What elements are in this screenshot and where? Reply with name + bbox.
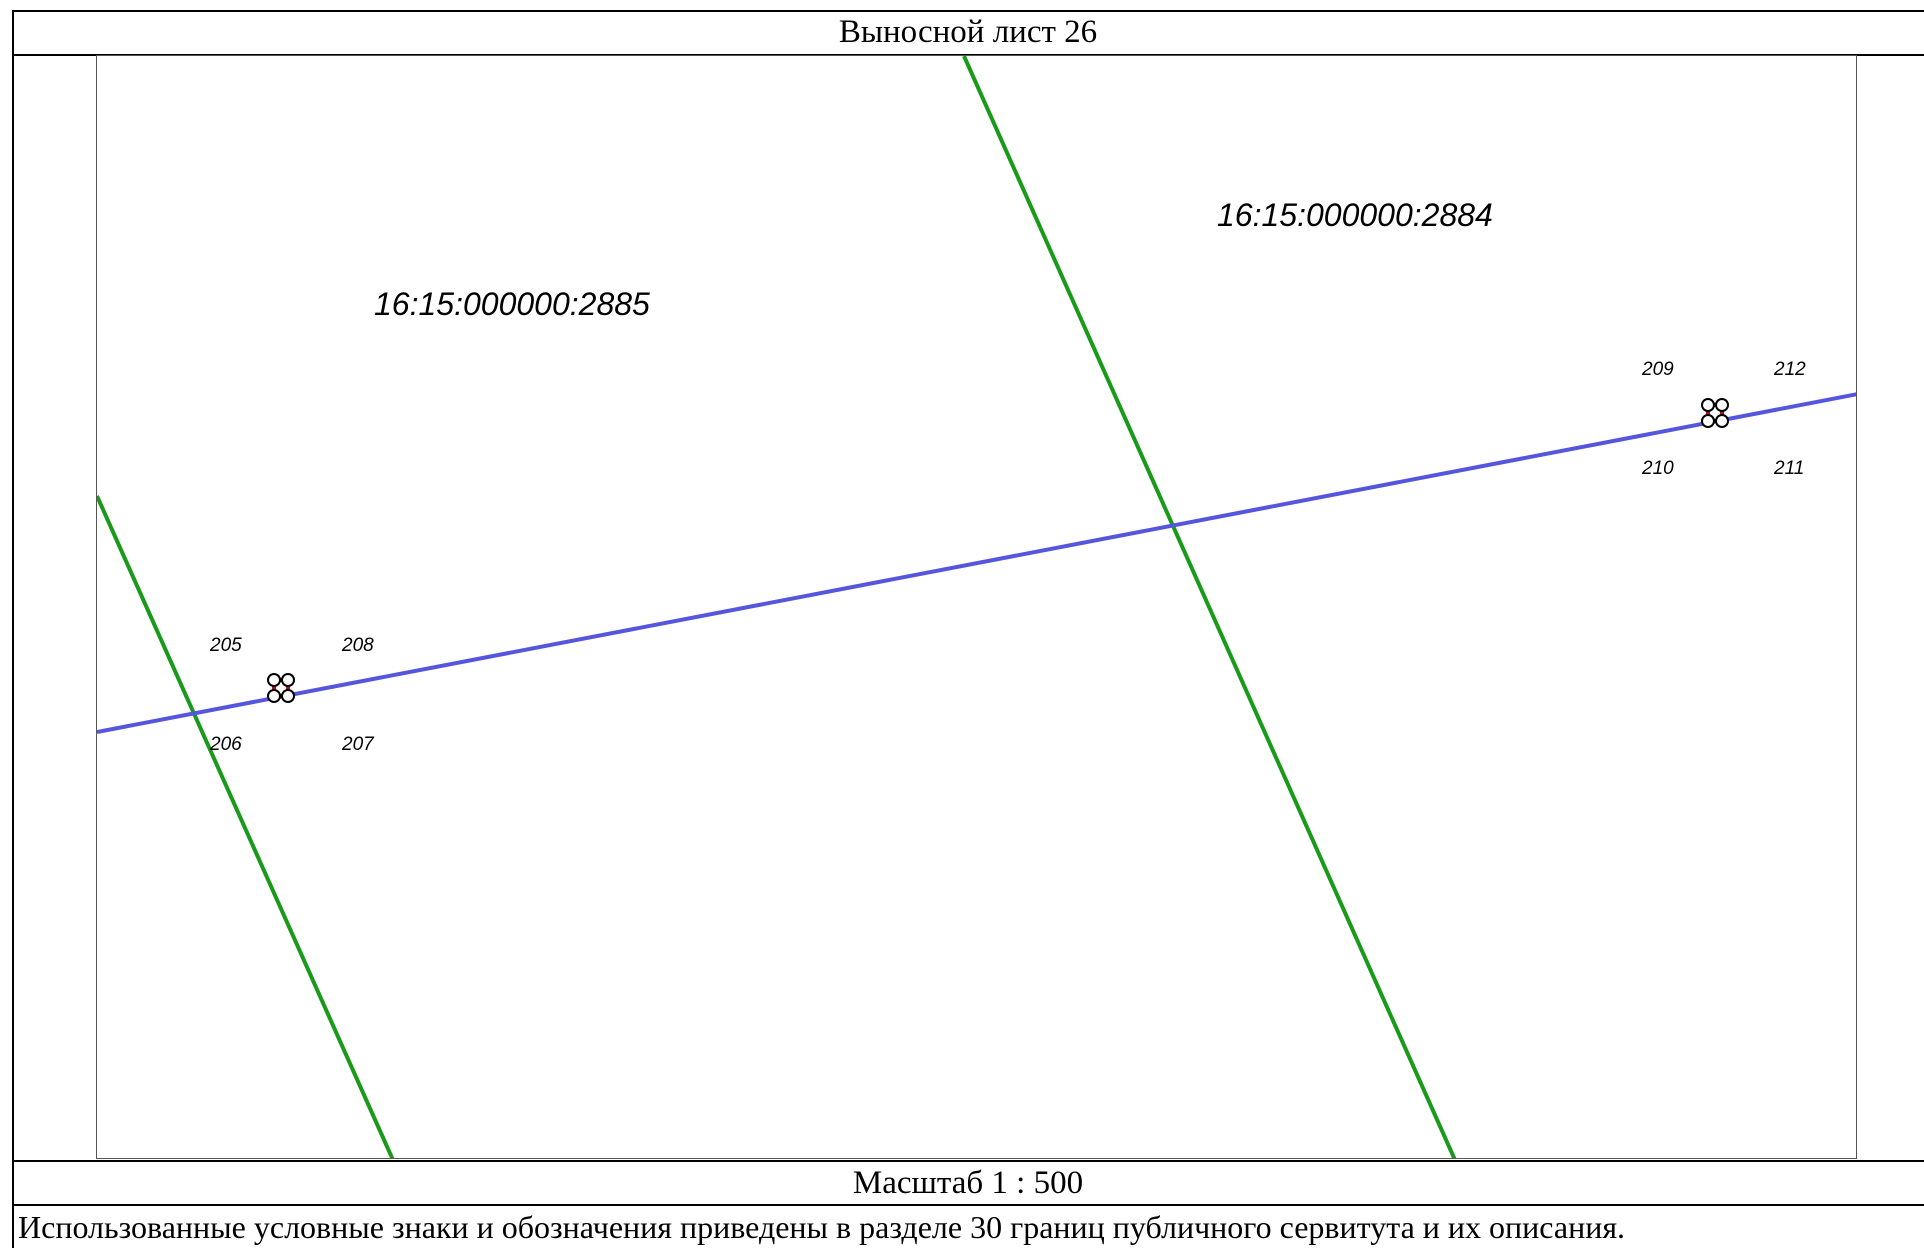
map-canvas: 16:15:000000:2885 16:15:000000:2884 205 … (97, 56, 1856, 1158)
point-marker (281, 673, 295, 687)
scale-label: Масштаб 1 : 500 (12, 1160, 1924, 1206)
point-marker (267, 673, 281, 687)
point-label: 205 (209, 635, 242, 656)
servitude-polygon-group: 205 208 206 207 (209, 635, 375, 755)
point-marker (1701, 414, 1715, 428)
point-label: 210 (1641, 458, 1674, 479)
point-marker (1715, 398, 1729, 412)
point-label: 209 (1641, 359, 1674, 380)
servitude-line (97, 392, 1856, 734)
servitude-polygon-group: 209 212 210 211 (1641, 359, 1806, 479)
point-marker (267, 689, 281, 703)
point-marker (1701, 398, 1715, 412)
parcel-label: 16:15:000000:2885 (374, 286, 650, 322)
point-marker (281, 689, 295, 703)
map-area: 16:15:000000:2885 16:15:000000:2884 205 … (96, 55, 1857, 1159)
point-marker (1715, 414, 1729, 428)
point-label: 206 (209, 734, 242, 755)
point-label: 208 (341, 635, 374, 656)
parcel-label: 16:15:000000:2884 (1217, 197, 1493, 233)
sheet-title: Выносной лист 26 (12, 10, 1924, 56)
sheet-frame (12, 10, 1924, 1248)
point-label: 207 (341, 734, 375, 755)
parcel-boundary-center (962, 56, 1457, 1158)
legend-note: Использованные условные знаки и обозначе… (18, 1209, 1626, 1245)
point-label: 211 (1773, 458, 1804, 479)
parcel-boundary-left (97, 495, 395, 1158)
point-label: 212 (1773, 359, 1806, 380)
